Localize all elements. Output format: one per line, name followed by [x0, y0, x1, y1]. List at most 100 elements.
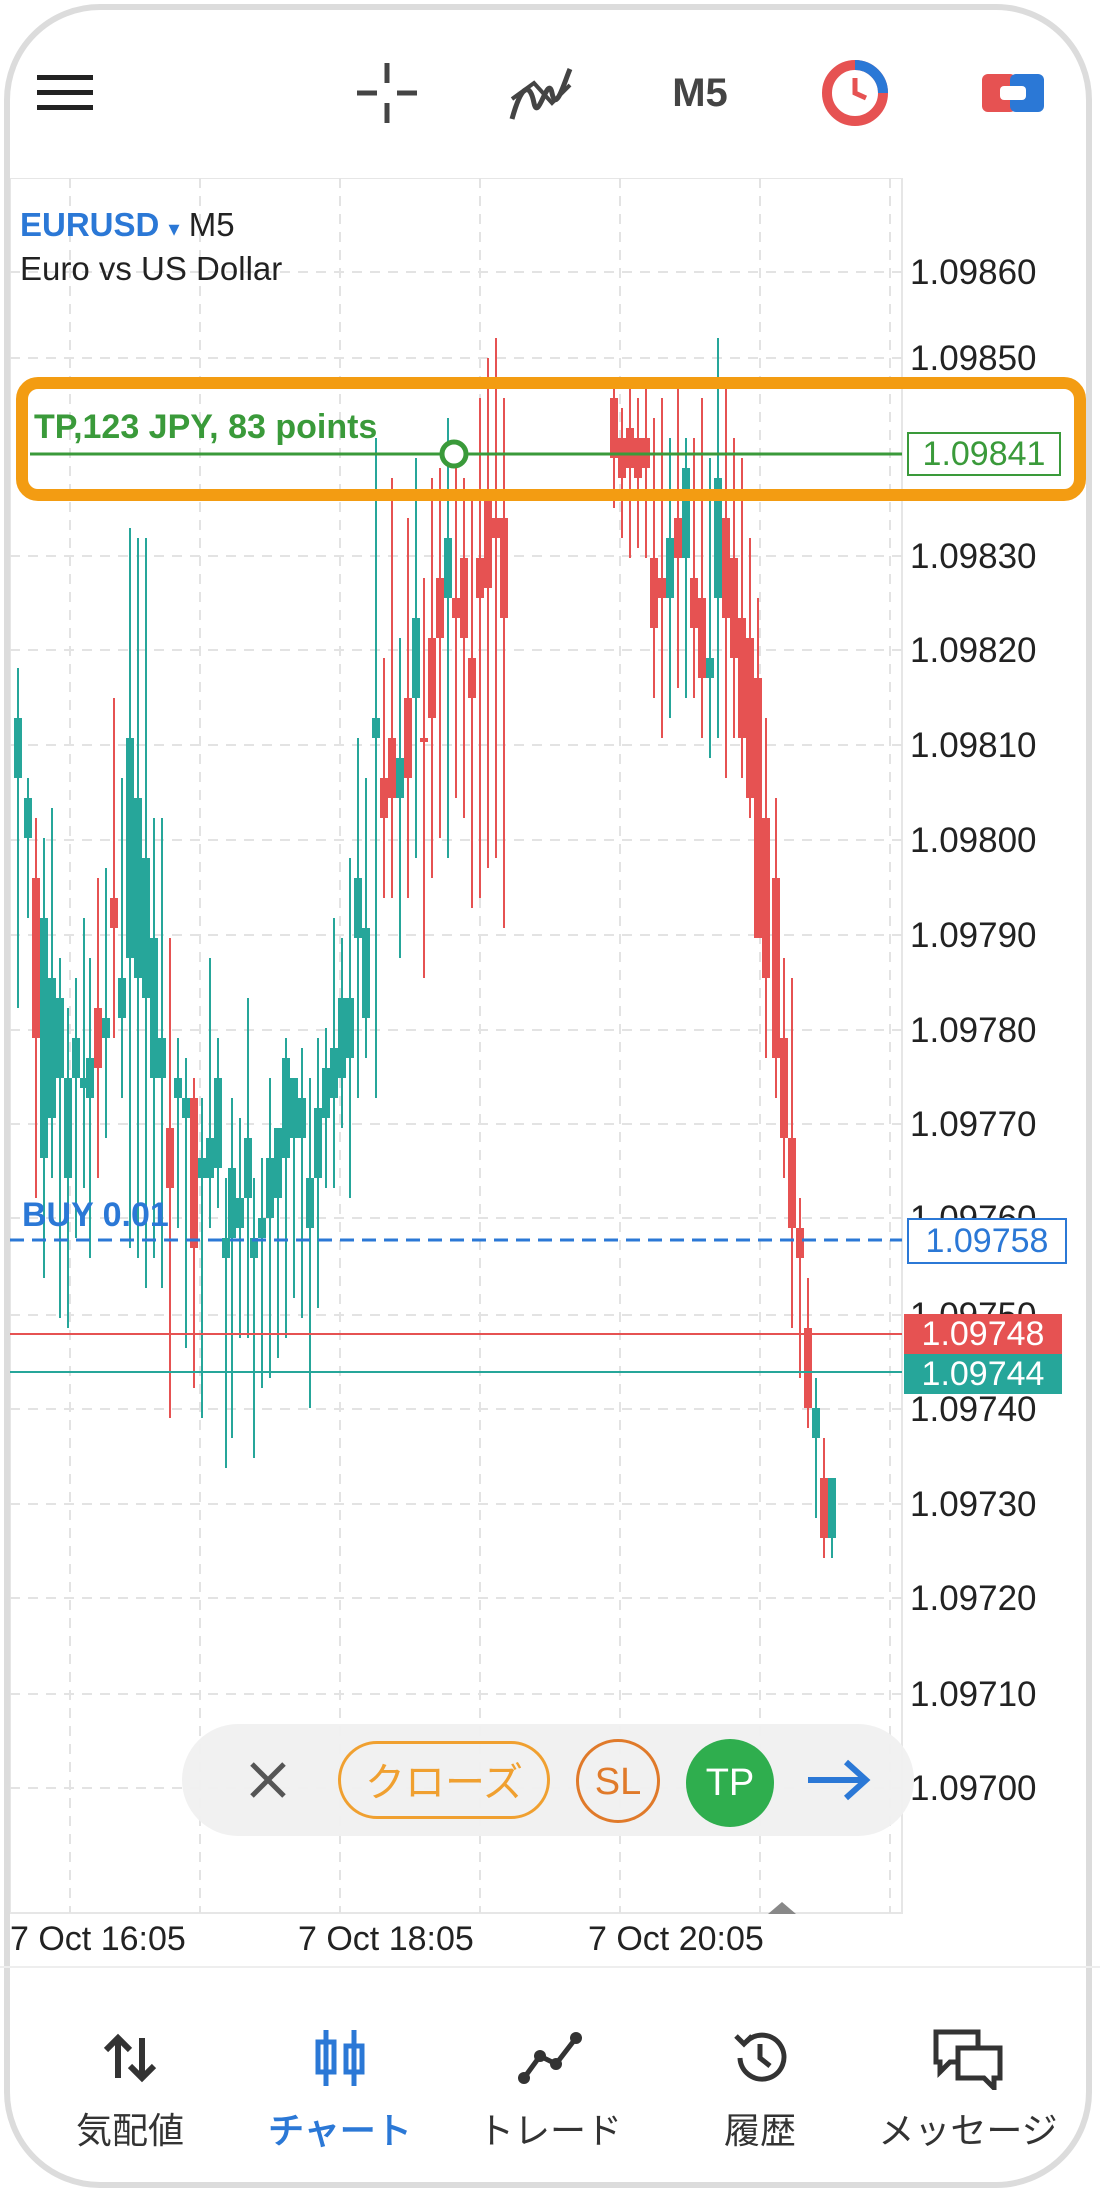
- tp-drag-handle[interactable]: [439, 439, 469, 469]
- nav-label: 気配値: [75, 2110, 184, 2151]
- time-label: 7 Oct 16:05: [10, 1920, 186, 1958]
- candle-body: [314, 1108, 322, 1178]
- candle-body: [80, 1078, 88, 1088]
- candle-body: [48, 978, 56, 1118]
- bid-price-tag: 1.09748: [904, 1314, 1062, 1354]
- candle-body: [244, 1138, 252, 1198]
- one-click-trading-icon[interactable]: [820, 58, 890, 128]
- candle-body: [610, 398, 618, 458]
- candle-body: [714, 478, 722, 598]
- time-label: 7 Oct 20:05: [588, 1920, 764, 1958]
- indicators-icon[interactable]: [506, 58, 576, 128]
- close-position-button[interactable]: クローズ: [338, 1741, 550, 1819]
- candle-body: [812, 1408, 820, 1438]
- candle-body: [780, 1038, 788, 1138]
- position-action-bar: クローズ SL TP: [182, 1724, 914, 1836]
- trade-icon: [450, 2018, 650, 2098]
- candle-body: [150, 938, 158, 1078]
- symbol-dropdown-icon: ▾: [168, 216, 180, 241]
- candle-body: [484, 498, 492, 588]
- candle-body: [40, 918, 48, 1158]
- candle-body: [190, 1098, 198, 1248]
- price-label: 1.09730: [910, 1485, 1037, 1524]
- nav-chart[interactable]: チャート: [240, 2018, 440, 2154]
- candle-body: [436, 578, 444, 638]
- nav-quotes[interactable]: 気配値: [30, 2018, 230, 2154]
- nav-messages[interactable]: メッセージ: [868, 2018, 1068, 2154]
- time-label: 7 Oct 18:05: [298, 1920, 474, 1958]
- candle-body: [788, 1138, 796, 1228]
- price-label: 1.09860: [910, 253, 1037, 292]
- candle-body: [754, 678, 762, 938]
- candle-body: [626, 428, 634, 468]
- price-label: 1.09810: [910, 726, 1037, 765]
- price-label: 1.09850: [910, 339, 1037, 378]
- price-label: 1.09800: [910, 821, 1037, 860]
- candle-body: [142, 858, 150, 998]
- price-label: 1.09820: [910, 631, 1037, 670]
- timeframe-button[interactable]: M5: [665, 58, 735, 128]
- nav-trade[interactable]: トレード: [450, 2018, 650, 2154]
- close-icon[interactable]: [238, 1750, 298, 1810]
- tp-button[interactable]: TP: [686, 1739, 774, 1827]
- candle-body: [428, 638, 436, 718]
- candle-body: [388, 738, 396, 798]
- candle-body: [412, 618, 420, 698]
- candle-body: [182, 1098, 190, 1118]
- candle-body: [110, 898, 118, 928]
- candle-body: [618, 438, 626, 478]
- chart-shift-marker: [768, 1902, 796, 1914]
- candle-body: [222, 1238, 230, 1258]
- symbol-header[interactable]: EURUSD ▾ M5: [20, 206, 235, 244]
- candle-body: [650, 558, 658, 628]
- candle-body: [118, 978, 126, 1018]
- nav-history[interactable]: 履歴: [660, 2018, 860, 2154]
- candle-body: [772, 878, 780, 1058]
- candle-body: [250, 1238, 258, 1258]
- candle-body: [64, 1078, 72, 1178]
- price-label: 1.09770: [910, 1105, 1037, 1144]
- candle-body: [72, 1038, 80, 1078]
- symbol-description: Euro vs US Dollar: [20, 250, 283, 287]
- candle-body: [266, 1158, 274, 1218]
- hamburger-menu-icon[interactable]: [32, 58, 102, 128]
- tp-price-tag[interactable]: 1.09841: [907, 432, 1061, 476]
- sl-button[interactable]: SL: [576, 1739, 660, 1823]
- tp-line-label: TP,123 JPY, 83 points: [34, 408, 378, 446]
- color-scheme-icon[interactable]: [978, 58, 1048, 128]
- candle-body: [674, 518, 682, 558]
- candle-body: [796, 1228, 804, 1258]
- candle-body: [274, 1128, 282, 1198]
- nav-label: メッセージ: [878, 2110, 1058, 2151]
- buy-price-tag[interactable]: 1.09758: [907, 1218, 1067, 1264]
- candle-body: [698, 598, 706, 678]
- candle-body: [762, 818, 770, 978]
- candle-body: [306, 1178, 314, 1228]
- candle-body: [634, 438, 642, 478]
- price-label: 1.09720: [910, 1579, 1037, 1618]
- candle-body: [14, 718, 22, 778]
- symbol-name: EURUSD: [20, 206, 160, 243]
- arrow-right-icon[interactable]: [806, 1750, 886, 1810]
- price-label: 1.09780: [910, 1011, 1037, 1050]
- candle-body: [682, 468, 690, 558]
- candle-body: [658, 578, 666, 598]
- candle-body: [298, 1098, 306, 1138]
- candle-body: [94, 1008, 102, 1068]
- candle-body: [666, 538, 674, 598]
- candle-body: [380, 778, 388, 818]
- crosshair-icon[interactable]: [352, 58, 422, 128]
- candle-body: [126, 738, 134, 958]
- candle-body: [690, 578, 698, 628]
- candle-body: [492, 518, 500, 538]
- candle-body: [258, 1218, 266, 1238]
- ask-price-tag: 1.09744: [904, 1354, 1062, 1394]
- price-label: 1.09710: [910, 1675, 1037, 1714]
- nav-label: 履歴: [723, 2110, 796, 2151]
- candle-body: [444, 538, 452, 598]
- candle-body: [236, 1198, 244, 1228]
- candle-body: [282, 1058, 290, 1158]
- candle-body: [354, 878, 362, 938]
- price-label: 1.09740: [910, 1390, 1037, 1429]
- timeframe-label: M5: [672, 70, 728, 115]
